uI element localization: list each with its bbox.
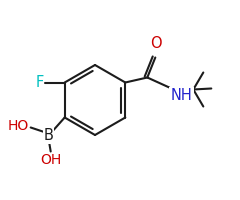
Text: F: F [36,75,44,90]
Text: O: O [150,36,162,50]
Text: B: B [44,128,54,143]
Text: NH: NH [170,88,192,104]
Text: OH: OH [40,154,61,168]
Text: HO: HO [7,118,29,132]
